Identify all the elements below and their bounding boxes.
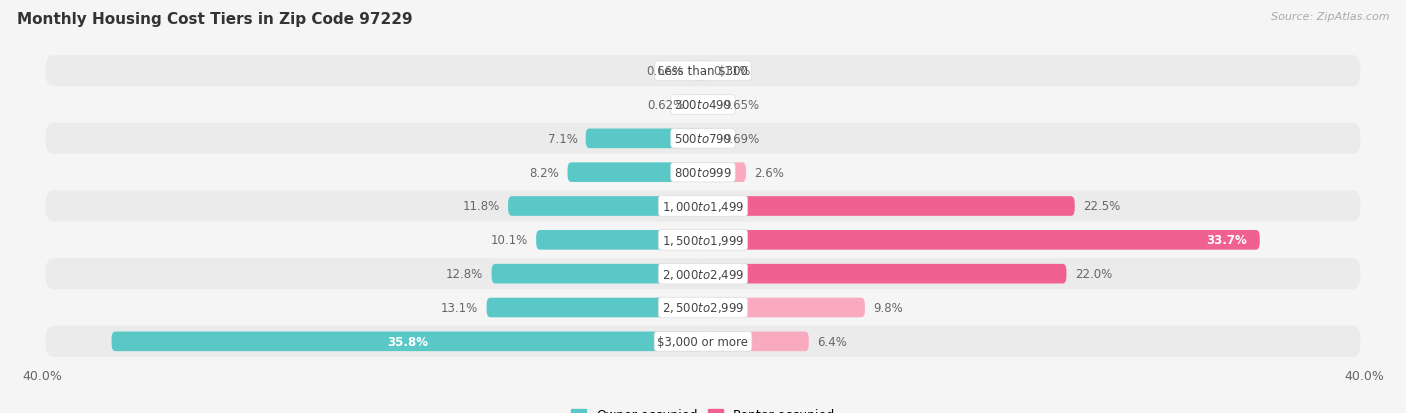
Text: 0.66%: 0.66%: [647, 65, 683, 78]
FancyBboxPatch shape: [703, 298, 865, 318]
FancyBboxPatch shape: [508, 197, 703, 216]
Legend: Owner-occupied, Renter-occupied: Owner-occupied, Renter-occupied: [567, 404, 839, 413]
Text: $500 to $799: $500 to $799: [673, 133, 733, 145]
FancyBboxPatch shape: [45, 123, 1361, 154]
FancyBboxPatch shape: [703, 163, 747, 183]
FancyBboxPatch shape: [568, 163, 703, 183]
Text: $800 to $999: $800 to $999: [673, 166, 733, 179]
Text: 0.62%: 0.62%: [647, 99, 685, 112]
Text: $2,500 to $2,999: $2,500 to $2,999: [662, 301, 744, 315]
Text: 0.69%: 0.69%: [723, 133, 759, 145]
Text: 2.6%: 2.6%: [754, 166, 785, 179]
FancyBboxPatch shape: [45, 157, 1361, 188]
FancyBboxPatch shape: [703, 230, 1260, 250]
Text: 0.65%: 0.65%: [723, 99, 759, 112]
FancyBboxPatch shape: [45, 225, 1361, 256]
Text: 10.1%: 10.1%: [491, 234, 527, 247]
Text: $2,000 to $2,499: $2,000 to $2,499: [662, 267, 744, 281]
Text: 6.4%: 6.4%: [817, 335, 846, 348]
Text: Source: ZipAtlas.com: Source: ZipAtlas.com: [1271, 12, 1389, 22]
Text: $1,000 to $1,499: $1,000 to $1,499: [662, 199, 744, 214]
FancyBboxPatch shape: [111, 332, 703, 351]
Text: 22.0%: 22.0%: [1074, 268, 1112, 280]
Text: Monthly Housing Cost Tiers in Zip Code 97229: Monthly Housing Cost Tiers in Zip Code 9…: [17, 12, 412, 27]
Text: $3,000 or more: $3,000 or more: [658, 335, 748, 348]
FancyBboxPatch shape: [703, 264, 1066, 284]
FancyBboxPatch shape: [586, 129, 703, 149]
Text: 12.8%: 12.8%: [446, 268, 484, 280]
Text: 9.8%: 9.8%: [873, 301, 903, 314]
FancyBboxPatch shape: [45, 56, 1361, 87]
FancyBboxPatch shape: [486, 298, 703, 318]
Text: 7.1%: 7.1%: [547, 133, 578, 145]
Text: Less than $300: Less than $300: [658, 65, 748, 78]
FancyBboxPatch shape: [692, 62, 703, 81]
Text: 0.11%: 0.11%: [713, 65, 751, 78]
FancyBboxPatch shape: [702, 62, 707, 81]
Text: $300 to $499: $300 to $499: [673, 99, 733, 112]
Text: 22.5%: 22.5%: [1083, 200, 1121, 213]
FancyBboxPatch shape: [45, 259, 1361, 290]
Text: 13.1%: 13.1%: [441, 301, 478, 314]
Text: 35.8%: 35.8%: [387, 335, 427, 348]
Text: $1,500 to $1,999: $1,500 to $1,999: [662, 233, 744, 247]
FancyBboxPatch shape: [703, 332, 808, 351]
FancyBboxPatch shape: [45, 191, 1361, 222]
Text: 11.8%: 11.8%: [463, 200, 499, 213]
FancyBboxPatch shape: [703, 95, 714, 115]
FancyBboxPatch shape: [693, 95, 703, 115]
FancyBboxPatch shape: [492, 264, 703, 284]
Text: 8.2%: 8.2%: [530, 166, 560, 179]
FancyBboxPatch shape: [45, 326, 1361, 357]
FancyBboxPatch shape: [45, 292, 1361, 323]
Text: 33.7%: 33.7%: [1206, 234, 1247, 247]
FancyBboxPatch shape: [703, 197, 1074, 216]
FancyBboxPatch shape: [536, 230, 703, 250]
FancyBboxPatch shape: [703, 129, 714, 149]
FancyBboxPatch shape: [45, 90, 1361, 121]
